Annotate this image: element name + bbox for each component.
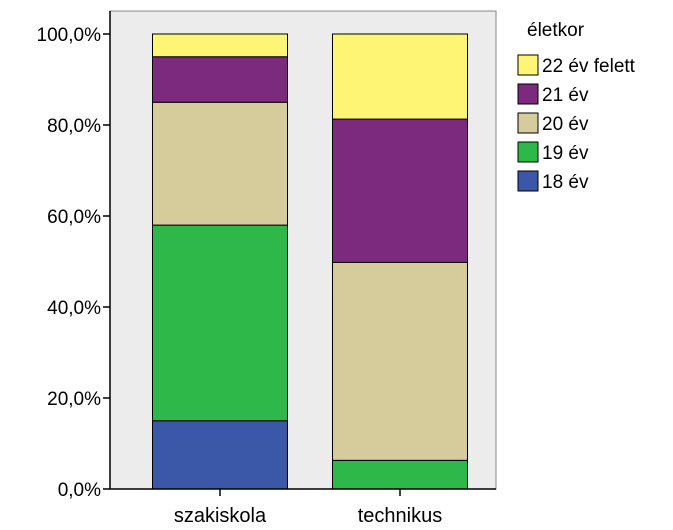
y-axis-ticks: 0,0% 20,0% 40,0% 60,0% 80,0% 100,0%	[37, 25, 110, 501]
y-tick-label: 60,0%	[47, 207, 101, 228]
legend-swatch	[517, 141, 539, 163]
y-tick-label: 0,0%	[58, 480, 101, 501]
legend-swatch	[517, 170, 539, 192]
legend-swatch	[517, 54, 539, 76]
bar-segment	[332, 459, 468, 490]
legend-title: életkor	[527, 20, 585, 41]
bar-segment	[152, 101, 288, 226]
x-category-label: szakiskola	[174, 505, 267, 527]
y-tick-label: 80,0%	[47, 116, 101, 137]
bar-segment	[332, 118, 468, 263]
legend-label: 21 év	[542, 85, 589, 106]
bar-segment	[332, 261, 468, 461]
legend: életkor 22 év felett 21 év 20 év 19 év 18 év	[517, 20, 636, 193]
y-tick-label: 100,0%	[37, 25, 102, 46]
bar-segment	[152, 420, 288, 490]
bar-segment	[152, 224, 288, 422]
legend-label: 20 év	[542, 114, 589, 135]
x-axis-categories: szakiskola technikus	[174, 489, 442, 527]
bars-group	[152, 33, 468, 490]
bar-segment	[152, 33, 288, 58]
legend-swatch	[517, 83, 539, 105]
legend-label: 19 év	[542, 143, 589, 164]
x-category-label: technikus	[358, 505, 443, 527]
bar-segment	[332, 33, 468, 120]
legend-label: 22 év felett	[542, 56, 636, 77]
legend-label: 18 év	[542, 172, 589, 193]
legend-swatch	[517, 112, 539, 134]
bar-segment	[152, 56, 288, 103]
y-tick-label: 40,0%	[47, 298, 101, 319]
y-tick-label: 20,0%	[47, 389, 101, 410]
